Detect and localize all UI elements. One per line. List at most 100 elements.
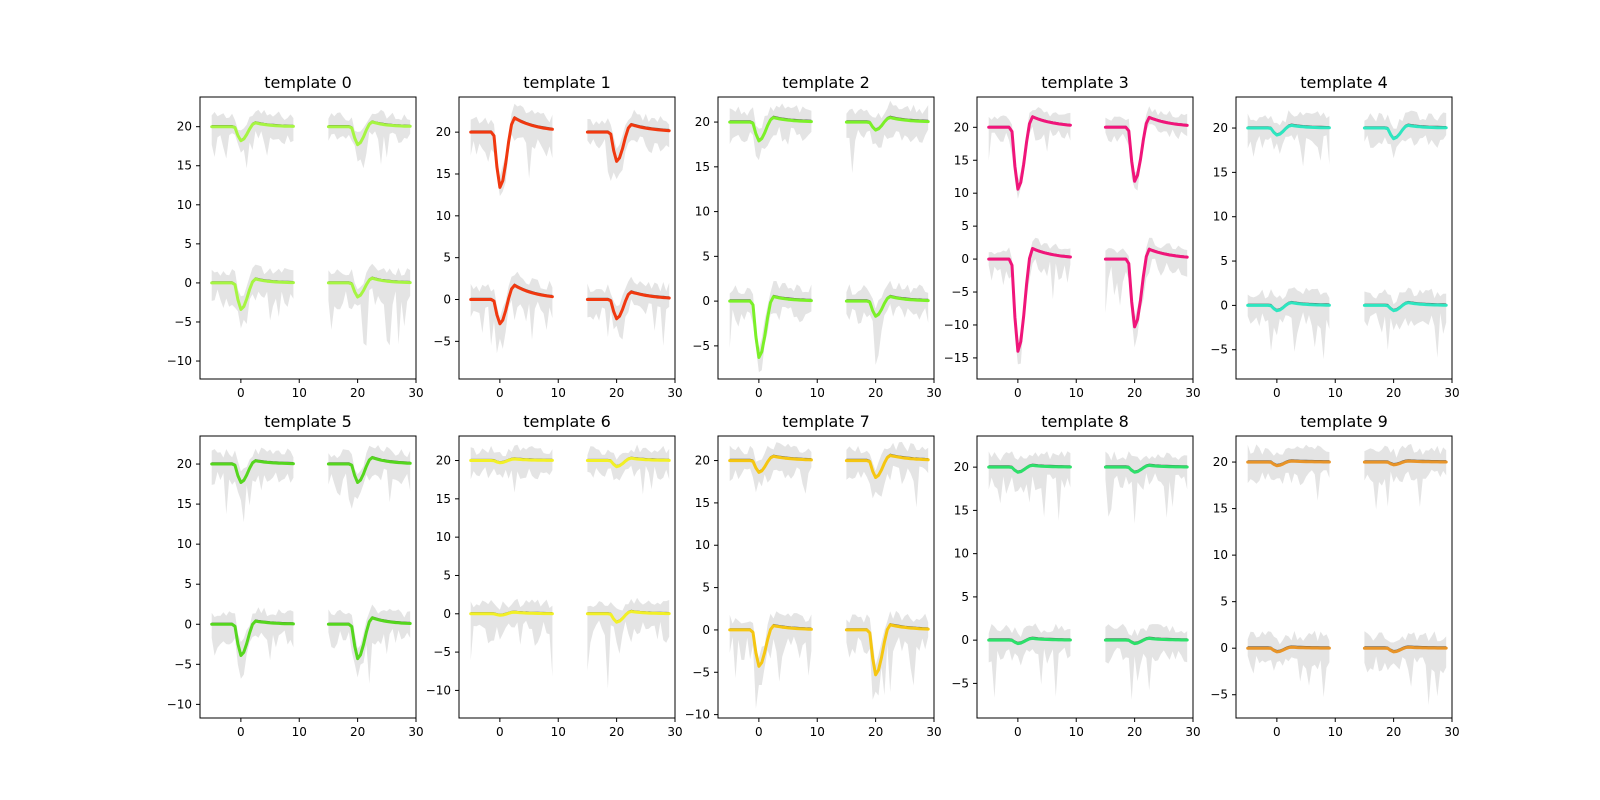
panel-title: template 4: [1300, 73, 1388, 92]
envelope-band: [328, 445, 411, 509]
envelope-band: [846, 100, 929, 174]
template-waveform: [585, 610, 671, 624]
x-tick-label: 20: [1127, 386, 1142, 400]
template-waveform: [469, 116, 554, 189]
envelope-band: [729, 103, 812, 161]
y-tick-label: −5: [1210, 343, 1228, 357]
panel-title: template 5: [264, 412, 352, 431]
x-tick-label: 10: [810, 386, 825, 400]
x-tick-label: 0: [237, 386, 245, 400]
x-tick-label: 30: [408, 725, 423, 739]
envelope-band: [846, 441, 929, 508]
envelope-band: [988, 237, 1071, 365]
envelope-band: [1105, 451, 1188, 524]
envelope-band: [211, 447, 294, 523]
template-waveform: [210, 121, 295, 143]
y-tick-label: 20: [436, 454, 451, 468]
axes-frame: [199, 435, 417, 719]
y-tick-label: 0: [1220, 641, 1228, 655]
envelope-band: [988, 107, 1071, 199]
y-tick-label: −5: [692, 665, 710, 679]
y-tick-label: 0: [1220, 298, 1228, 312]
envelope-band: [211, 109, 294, 169]
panel-title: template 3: [1041, 73, 1129, 92]
y-tick-label: 5: [961, 590, 969, 604]
template-waveform: [844, 295, 930, 318]
panel-title: template 7: [782, 412, 870, 431]
template-waveform: [469, 283, 554, 326]
envelope-band: [846, 280, 929, 365]
x-tick-label: 30: [1185, 386, 1200, 400]
template-waveform: [987, 636, 1072, 646]
template-waveform: [1246, 645, 1331, 654]
y-tick-label: 10: [1213, 548, 1228, 562]
template-waveform: [469, 610, 554, 617]
envelope-band: [1247, 287, 1330, 360]
y-tick-label: 0: [961, 252, 969, 266]
envelope-band: [328, 109, 411, 169]
envelope-band: [1364, 110, 1447, 159]
envelope-band: [1105, 623, 1188, 700]
template-waveform: [987, 247, 1072, 353]
x-tick-label: 30: [1444, 725, 1459, 739]
x-tick-label: 0: [1014, 386, 1022, 400]
y-tick-label: −5: [951, 285, 969, 299]
x-tick-label: 30: [1185, 725, 1200, 739]
y-tick-label: 0: [184, 276, 192, 290]
y-tick-label: 15: [1213, 165, 1228, 179]
template-waveform: [585, 123, 671, 163]
envelope-band: [470, 598, 553, 677]
x-tick-label: 20: [350, 725, 365, 739]
x-tick-label: 10: [1328, 725, 1343, 739]
envelope-band: [587, 109, 670, 181]
envelope-band: [587, 276, 670, 346]
y-tick-label: 5: [184, 577, 192, 591]
x-tick-label: 0: [1014, 725, 1022, 739]
template-waveform: [585, 456, 671, 469]
template-waveform: [326, 456, 412, 484]
x-tick-label: 30: [926, 725, 941, 739]
y-tick-label: −5: [174, 657, 192, 671]
y-tick-label: 20: [177, 120, 192, 134]
y-tick-label: 15: [1213, 502, 1228, 516]
template-waveform: [585, 290, 671, 321]
template-waveform: [987, 463, 1072, 474]
y-tick-label: −10: [426, 683, 451, 697]
y-tick-label: −5: [433, 334, 451, 348]
template-waveform: [1103, 115, 1189, 183]
y-tick-label: 10: [1213, 210, 1228, 224]
x-tick-label: 0: [237, 725, 245, 739]
x-tick-label: 0: [496, 725, 504, 739]
y-tick-label: 20: [954, 120, 969, 134]
axes-frame: [1235, 435, 1453, 719]
panel-template-0: 0 10 20 30 −10 −5 0 5 10 15 20 template 0: [167, 73, 424, 400]
x-tick-label: 20: [609, 725, 624, 739]
x-tick-label: 20: [1386, 725, 1401, 739]
y-tick-label: 5: [184, 237, 192, 251]
envelope-band: [988, 451, 1071, 521]
envelope-band: [1364, 287, 1447, 358]
template-waveform: [1246, 459, 1331, 468]
axes-frame: [1235, 96, 1453, 380]
x-tick-label: 20: [868, 725, 883, 739]
y-tick-label: −10: [167, 697, 192, 711]
x-tick-label: 30: [926, 386, 941, 400]
envelope-band: [587, 597, 670, 689]
panel-template-7: 0 10 20 30 −10 −5 0 5 10 15 20 template 7: [685, 412, 942, 739]
y-tick-label: 5: [961, 219, 969, 233]
y-tick-label: 20: [436, 125, 451, 139]
template-waveform: [844, 454, 930, 479]
axes-frame: [717, 96, 935, 380]
x-tick-label: 0: [755, 725, 763, 739]
envelope-band: [211, 264, 294, 329]
y-tick-label: −10: [167, 354, 192, 368]
axes-frame: [458, 435, 676, 719]
template-waveform: [1103, 463, 1189, 474]
envelope-band: [729, 611, 812, 709]
x-tick-label: 0: [1273, 725, 1281, 739]
template-waveform: [326, 120, 412, 147]
y-tick-label: −5: [174, 315, 192, 329]
template-waveform: [326, 276, 412, 299]
axes-frame: [717, 435, 935, 719]
